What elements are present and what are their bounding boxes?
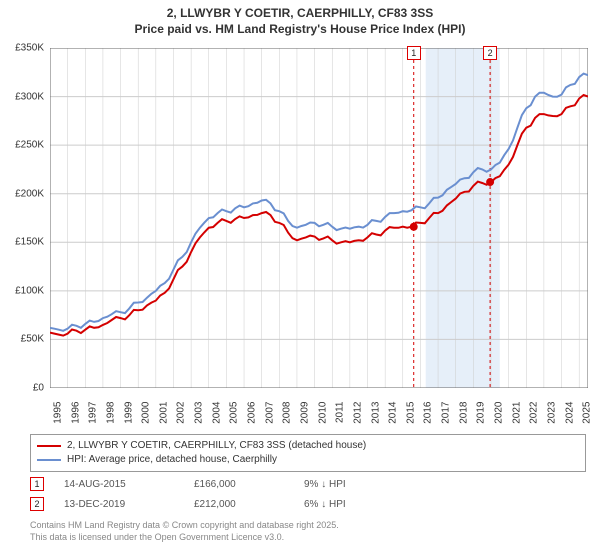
- chart-container: 2, LLWYBR Y COETIR, CAERPHILLY, CF83 3SS…: [0, 0, 600, 560]
- x-tick-label: 1995: [53, 402, 64, 438]
- footer-line-2: This data is licensed under the Open Gov…: [30, 532, 586, 544]
- x-tick-label: 2019: [476, 402, 487, 438]
- footer-line-1: Contains HM Land Registry data © Crown c…: [30, 520, 586, 532]
- y-tick-label: £100K: [15, 285, 44, 296]
- x-tick-label: 2006: [247, 402, 258, 438]
- x-tick-label: 2009: [299, 402, 310, 438]
- plot-svg: [50, 48, 588, 388]
- footer: Contains HM Land Registry data © Crown c…: [30, 520, 586, 543]
- chart-area: 12: [50, 48, 588, 388]
- x-tick-label: 1996: [70, 402, 81, 438]
- y-tick-label: £150K: [15, 237, 44, 248]
- data-point-row: 1 14-AUG-2015 £166,000 9% ↓ HPI: [30, 474, 586, 494]
- x-tick-label: 2004: [211, 402, 222, 438]
- data-point-row: 2 13-DEC-2019 £212,000 6% ↓ HPI: [30, 494, 586, 514]
- x-tick-label: 2000: [141, 402, 152, 438]
- legend-label: 2, LLWYBR Y COETIR, CAERPHILLY, CF83 3SS…: [67, 439, 366, 453]
- x-tick-label: 2001: [158, 402, 169, 438]
- x-tick-label: 1997: [88, 402, 99, 438]
- x-tick-label: 2011: [335, 402, 346, 438]
- legend-swatch: [37, 445, 61, 447]
- legend-row: HPI: Average price, detached house, Caer…: [37, 453, 579, 467]
- y-tick-label: £300K: [15, 91, 44, 102]
- x-tick-label: 2002: [176, 402, 187, 438]
- legend-swatch: [37, 459, 61, 461]
- x-tick-label: 2005: [229, 402, 240, 438]
- x-axis: 1995199619971998199920002001200220032004…: [50, 392, 588, 432]
- x-tick-label: 2017: [441, 402, 452, 438]
- x-tick-label: 2003: [194, 402, 205, 438]
- data-point-marker: 1: [30, 477, 44, 491]
- y-tick-label: £0: [33, 383, 44, 394]
- annotation-marker: 1: [407, 46, 421, 60]
- data-point-price: £166,000: [194, 479, 284, 490]
- y-tick-label: £350K: [15, 43, 44, 54]
- y-axis: £0£50K£100K£150K£200K£250K£300K£350K: [0, 48, 48, 388]
- title-line-2: Price paid vs. HM Land Registry's House …: [0, 22, 600, 38]
- x-tick-label: 2012: [352, 402, 363, 438]
- x-tick-label: 2021: [511, 402, 522, 438]
- x-tick-label: 2025: [582, 402, 593, 438]
- legend-label: HPI: Average price, detached house, Caer…: [67, 453, 277, 467]
- legend-row: 2, LLWYBR Y COETIR, CAERPHILLY, CF83 3SS…: [37, 439, 579, 453]
- data-point-price: £212,000: [194, 499, 284, 510]
- data-point-rows: 1 14-AUG-2015 £166,000 9% ↓ HPI 2 13-DEC-2019…: [30, 474, 586, 514]
- x-tick-label: 2016: [423, 402, 434, 438]
- x-tick-label: 2022: [529, 402, 540, 438]
- x-tick-label: 1999: [123, 402, 134, 438]
- x-tick-label: 2008: [282, 402, 293, 438]
- data-point-date: 13-DEC-2019: [64, 499, 174, 510]
- x-tick-label: 2018: [458, 402, 469, 438]
- title-block: 2, LLWYBR Y COETIR, CAERPHILLY, CF83 3SS…: [0, 0, 600, 37]
- y-tick-label: £50K: [21, 334, 44, 345]
- legend: 2, LLWYBR Y COETIR, CAERPHILLY, CF83 3SS…: [30, 434, 586, 472]
- annotation-marker: 2: [483, 46, 497, 60]
- x-tick-label: 1998: [105, 402, 116, 438]
- x-tick-label: 2014: [388, 402, 399, 438]
- x-tick-label: 2015: [405, 402, 416, 438]
- x-tick-label: 2007: [264, 402, 275, 438]
- data-point-diff: 9% ↓ HPI: [304, 479, 586, 490]
- x-tick-label: 2010: [317, 402, 328, 438]
- x-tick-label: 2023: [546, 402, 557, 438]
- y-tick-label: £200K: [15, 188, 44, 199]
- data-point-date: 14-AUG-2015: [64, 479, 174, 490]
- x-tick-label: 2020: [493, 402, 504, 438]
- data-point-marker: 2: [30, 497, 44, 511]
- title-line-1: 2, LLWYBR Y COETIR, CAERPHILLY, CF83 3SS: [0, 6, 600, 22]
- data-point-diff: 6% ↓ HPI: [304, 499, 586, 510]
- x-tick-label: 2024: [564, 402, 575, 438]
- y-tick-label: £250K: [15, 140, 44, 151]
- x-tick-label: 2013: [370, 402, 381, 438]
